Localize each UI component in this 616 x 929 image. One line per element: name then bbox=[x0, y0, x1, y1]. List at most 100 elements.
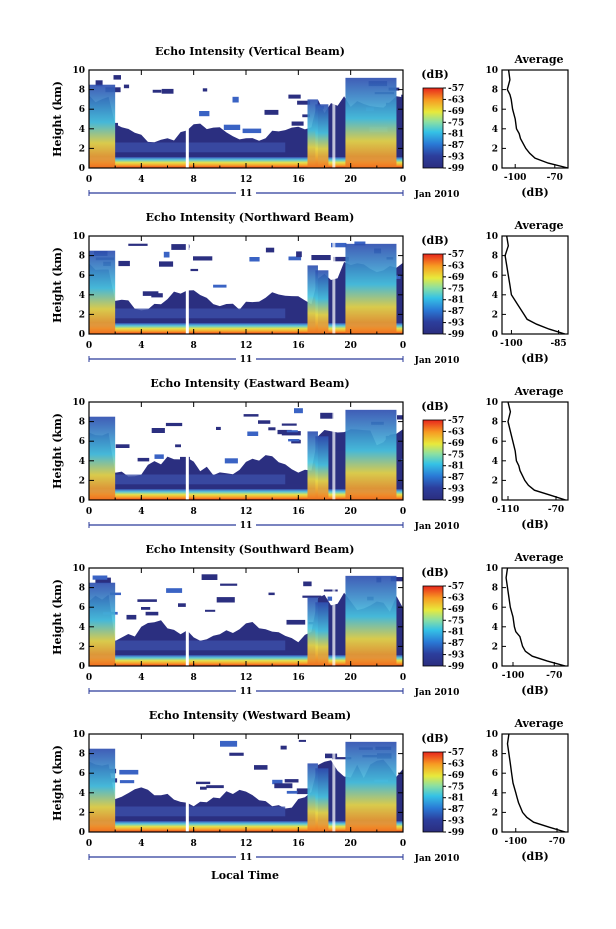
date-label: Jan 2010 bbox=[414, 522, 460, 532]
echo-patch bbox=[249, 257, 260, 262]
colorbar bbox=[422, 585, 444, 667]
avg-frame bbox=[501, 733, 569, 833]
x-tick-label: 4 bbox=[138, 839, 144, 849]
colorbar-tick-label: -69 bbox=[448, 439, 464, 449]
panel-title: Echo Intensity (Westward Beam) bbox=[149, 709, 351, 722]
date-label: Jan 2010 bbox=[414, 688, 460, 698]
avg-y-tick-label: 6 bbox=[492, 105, 498, 115]
echo-patch bbox=[272, 779, 283, 785]
day-label-bg bbox=[236, 187, 256, 199]
avg-x-tick-label: -85 bbox=[550, 339, 566, 349]
colorbar-tick-label: -57 bbox=[448, 416, 464, 426]
colorbar-tick-label: -81 bbox=[448, 296, 464, 306]
avg-y-tick-label: 4 bbox=[492, 457, 498, 467]
echo-patch bbox=[110, 592, 121, 596]
x-tick-label: 0 bbox=[400, 341, 406, 351]
avg-y-tick-label: 8 bbox=[492, 252, 498, 262]
x-tick-label: 20 bbox=[344, 839, 357, 849]
echo-patch bbox=[161, 88, 174, 94]
colorbar-tick-label: -63 bbox=[448, 427, 464, 437]
echo-patch bbox=[354, 241, 366, 246]
echo-patch bbox=[303, 581, 312, 587]
echo-patch bbox=[247, 431, 259, 436]
echo-patch bbox=[119, 780, 135, 784]
echo-patch bbox=[242, 128, 262, 134]
surface-echo bbox=[89, 489, 403, 500]
y-tick-label: 0 bbox=[79, 330, 85, 340]
date-label: Jan 2010 bbox=[414, 190, 460, 200]
echo-patch bbox=[205, 609, 216, 612]
colorbar-tick-label: -75 bbox=[448, 450, 464, 460]
colorbar-tick-label: -93 bbox=[448, 817, 464, 827]
colorbar-title: (dB) bbox=[421, 68, 448, 81]
echo-patch bbox=[268, 592, 275, 596]
avg-x-tick-label: -100 bbox=[502, 671, 525, 681]
y-tick-label: 2 bbox=[79, 808, 85, 818]
x-tick-label: 0 bbox=[86, 839, 92, 849]
echo-patch bbox=[202, 88, 208, 92]
x-tick-label: 8 bbox=[191, 341, 197, 351]
x-tick-label: 4 bbox=[138, 673, 144, 683]
avg-y-tick-label: 4 bbox=[492, 789, 498, 799]
colorbar-tick-label: -69 bbox=[448, 605, 464, 615]
echo-patch bbox=[243, 414, 259, 417]
mid-band bbox=[115, 142, 286, 153]
avg-profile-line bbox=[506, 733, 566, 833]
x-tick-label: 16 bbox=[292, 839, 305, 849]
echo-patch bbox=[298, 739, 306, 742]
x-tick-label: 20 bbox=[344, 673, 357, 683]
convective-column bbox=[89, 748, 116, 832]
avg-y-tick-label: 6 bbox=[492, 603, 498, 613]
echo-patch bbox=[137, 599, 157, 602]
avg-x-label: (dB) bbox=[521, 850, 548, 863]
colorbar-tick-label: -63 bbox=[448, 261, 464, 271]
avg-title: Average bbox=[513, 219, 563, 232]
convective-column bbox=[307, 597, 318, 666]
colorbar-tick-label: -99 bbox=[448, 662, 464, 672]
colorbar-tick-label: -63 bbox=[448, 593, 464, 603]
y-tick-label: 6 bbox=[79, 437, 85, 447]
echo-patch bbox=[327, 596, 333, 601]
panel-title: Echo Intensity (Northward Beam) bbox=[146, 211, 355, 224]
echo-patch bbox=[199, 111, 210, 117]
echo-field bbox=[89, 402, 403, 500]
echo-patch bbox=[145, 611, 159, 616]
echo-patch bbox=[286, 790, 298, 794]
avg-y-tick-label: 4 bbox=[492, 125, 498, 135]
avg-y-tick-label: 4 bbox=[492, 291, 498, 301]
avg-x-tick-label: -70 bbox=[549, 837, 565, 847]
x-tick-label: 20 bbox=[344, 341, 357, 351]
surface-echo bbox=[89, 655, 403, 666]
echo-patch bbox=[291, 439, 301, 444]
colorbar bbox=[422, 87, 444, 169]
echo-patch bbox=[258, 420, 271, 424]
x-tick-label: 0 bbox=[400, 507, 406, 517]
echo-patch bbox=[220, 583, 238, 586]
convective-column bbox=[345, 409, 397, 500]
panel-title: Echo Intensity (Vertical Beam) bbox=[155, 45, 345, 58]
convective-column bbox=[307, 99, 318, 168]
avg-x-tick-label: -70 bbox=[547, 173, 563, 183]
x-tick-label: 4 bbox=[138, 507, 144, 517]
avg-y-tick-label: 8 bbox=[492, 584, 498, 594]
avg-profile-line bbox=[504, 235, 566, 335]
mid-band bbox=[115, 474, 286, 485]
avg-x-tick-label: -100 bbox=[500, 339, 523, 349]
colorbar bbox=[422, 751, 444, 833]
convective-column bbox=[307, 265, 318, 334]
avg-y-tick-label: 0 bbox=[492, 828, 498, 838]
echo-patch bbox=[223, 124, 241, 130]
echo-patch bbox=[332, 757, 352, 760]
x-tick-label: 0 bbox=[400, 839, 406, 849]
colorbar-title: (dB) bbox=[421, 566, 448, 579]
colorbar-tick-label: -87 bbox=[448, 307, 464, 317]
avg-y-tick-label: 2 bbox=[492, 642, 498, 652]
y-axis-label: Height (km) bbox=[51, 579, 64, 655]
echo-patch bbox=[154, 454, 164, 459]
echo-patch bbox=[280, 745, 287, 750]
day-label: 11 bbox=[240, 355, 253, 365]
date-label: Jan 2010 bbox=[414, 356, 460, 366]
y-tick-label: 8 bbox=[79, 584, 85, 594]
avg-y-tick-label: 2 bbox=[492, 476, 498, 486]
data-gap bbox=[185, 568, 189, 666]
